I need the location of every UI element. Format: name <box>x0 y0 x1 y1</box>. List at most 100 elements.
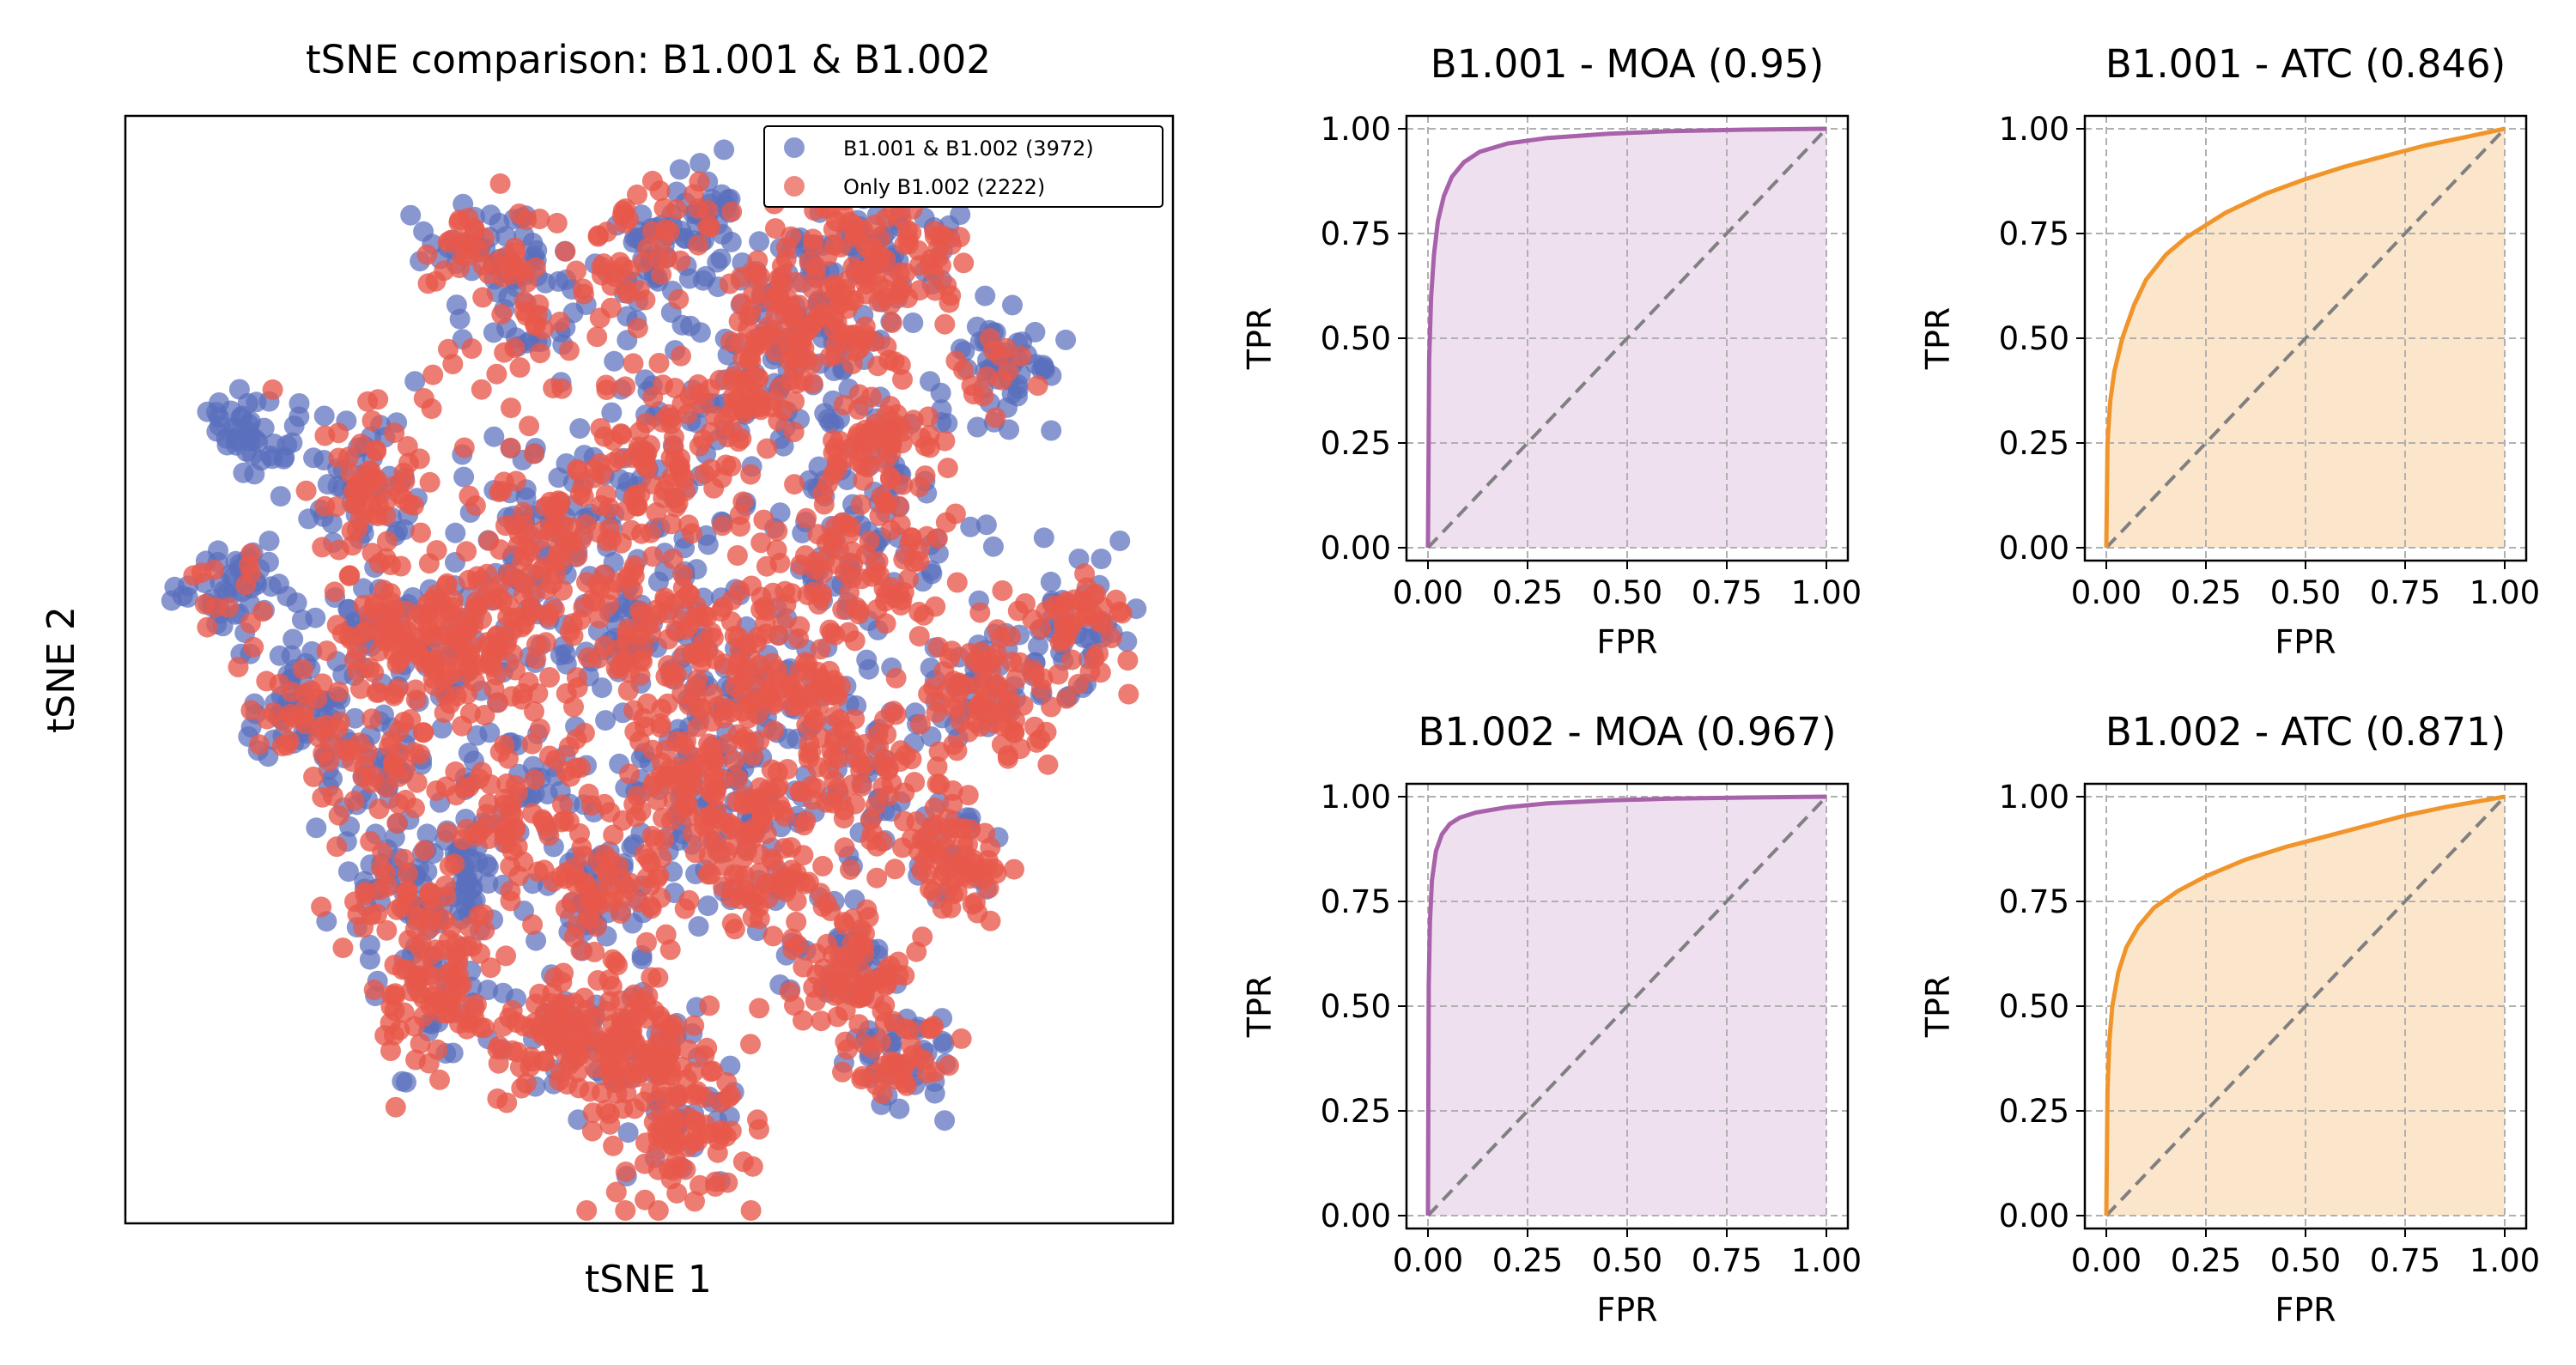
point-only-b1002 <box>813 494 835 515</box>
point-only-b1002 <box>1007 600 1029 622</box>
point-only-b1002 <box>848 1014 870 1035</box>
point-shared <box>975 514 997 536</box>
point-only-b1002 <box>498 748 519 769</box>
point-only-b1002 <box>730 516 750 537</box>
point-only-b1002 <box>314 425 336 446</box>
point-shared <box>269 645 290 666</box>
point-only-b1002 <box>627 1066 647 1088</box>
x-tick-label: 0.75 <box>2370 1242 2440 1279</box>
point-only-b1002 <box>872 1001 893 1022</box>
point-only-b1002 <box>491 304 513 325</box>
point-only-b1002 <box>635 289 656 311</box>
point-only-b1002 <box>568 460 589 482</box>
point-only-b1002 <box>1067 673 1089 695</box>
roc-title: B1.002 - MOA (0.967) <box>1418 709 1836 755</box>
point-only-b1002 <box>732 491 754 513</box>
point-only-b1002 <box>480 957 501 979</box>
point-only-b1002 <box>458 616 478 638</box>
point-only-b1002 <box>720 456 742 476</box>
point-only-b1002 <box>671 345 691 367</box>
point-only-b1002 <box>702 627 724 648</box>
x-tick-label: 0.50 <box>2270 1242 2341 1279</box>
point-only-b1002 <box>603 429 623 451</box>
point-only-b1002 <box>616 279 637 300</box>
point-shared <box>230 407 252 428</box>
x-tick-label: 0.50 <box>1592 574 1662 611</box>
point-only-b1002 <box>775 866 796 888</box>
point-only-b1002 <box>788 294 810 316</box>
point-only-b1002 <box>690 606 711 628</box>
point-only-b1002 <box>478 828 500 850</box>
point-only-b1002 <box>672 564 694 585</box>
point-shared <box>177 586 198 608</box>
point-only-b1002 <box>524 701 544 722</box>
point-shared <box>1109 531 1131 551</box>
point-shared <box>306 817 327 839</box>
point-shared <box>1040 571 1061 592</box>
point-only-b1002 <box>541 521 562 543</box>
point-shared <box>635 369 656 391</box>
point-only-b1002 <box>852 1065 873 1087</box>
point-shared <box>286 592 307 614</box>
x-tick-label: 0.00 <box>2071 574 2142 611</box>
point-only-b1002 <box>303 766 325 787</box>
point-only-b1002 <box>627 184 647 205</box>
point-only-b1002 <box>876 404 897 426</box>
legend-marker-only <box>784 176 805 197</box>
point-only-b1002 <box>1074 563 1096 585</box>
point-shared <box>1041 420 1062 441</box>
point-only-b1002 <box>538 607 559 628</box>
point-shared <box>999 419 1019 440</box>
point-only-b1002 <box>383 760 404 780</box>
point-only-b1002 <box>432 1003 453 1023</box>
point-only-b1002 <box>641 221 663 242</box>
point-only-b1002 <box>532 809 553 830</box>
x-tick-label: 0.25 <box>2171 574 2241 611</box>
point-only-b1002 <box>641 826 663 846</box>
point-shared <box>924 1083 945 1104</box>
point-only-b1002 <box>756 555 777 577</box>
x-tick-label: 0.25 <box>1492 574 1563 611</box>
point-only-b1002 <box>890 208 912 229</box>
point-only-b1002 <box>803 234 824 255</box>
point-only-b1002 <box>780 369 801 391</box>
point-only-b1002 <box>848 604 870 625</box>
point-only-b1002 <box>314 495 336 517</box>
point-only-b1002 <box>942 851 963 872</box>
point-only-b1002 <box>761 759 782 780</box>
point-only-b1002 <box>753 509 775 531</box>
point-only-b1002 <box>833 203 854 224</box>
point-only-b1002 <box>741 575 762 597</box>
point-only-b1002 <box>274 712 295 733</box>
roc-curve <box>2104 126 2506 549</box>
point-only-b1002 <box>480 644 501 665</box>
point-only-b1002 <box>480 774 501 795</box>
point-only-b1002 <box>893 549 914 570</box>
point-only-b1002 <box>205 597 227 618</box>
point-only-b1002 <box>946 817 968 839</box>
point-only-b1002 <box>381 985 403 1005</box>
point-only-b1002 <box>874 452 896 474</box>
point-only-b1002 <box>726 767 748 789</box>
point-only-b1002 <box>894 782 915 804</box>
point-only-b1002 <box>885 667 907 689</box>
point-only-b1002 <box>965 712 987 733</box>
point-only-b1002 <box>786 271 807 293</box>
point-only-b1002 <box>789 616 811 637</box>
point-only-b1002 <box>811 1010 832 1032</box>
point-shared <box>298 508 319 530</box>
point-only-b1002 <box>681 523 702 544</box>
point-only-b1002 <box>647 790 668 810</box>
y-tick-label: 0.75 <box>1321 883 1391 920</box>
point-only-b1002 <box>1117 650 1139 671</box>
point-only-b1002 <box>563 696 584 718</box>
point-only-b1002 <box>757 873 779 894</box>
point-only-b1002 <box>605 1181 627 1203</box>
point-only-b1002 <box>331 623 353 645</box>
point-only-b1002 <box>499 596 520 617</box>
point-only-b1002 <box>687 669 708 690</box>
point-only-b1002 <box>872 754 894 775</box>
point-only-b1002 <box>578 783 599 804</box>
point-shared <box>291 610 313 630</box>
point-only-b1002 <box>730 266 751 288</box>
